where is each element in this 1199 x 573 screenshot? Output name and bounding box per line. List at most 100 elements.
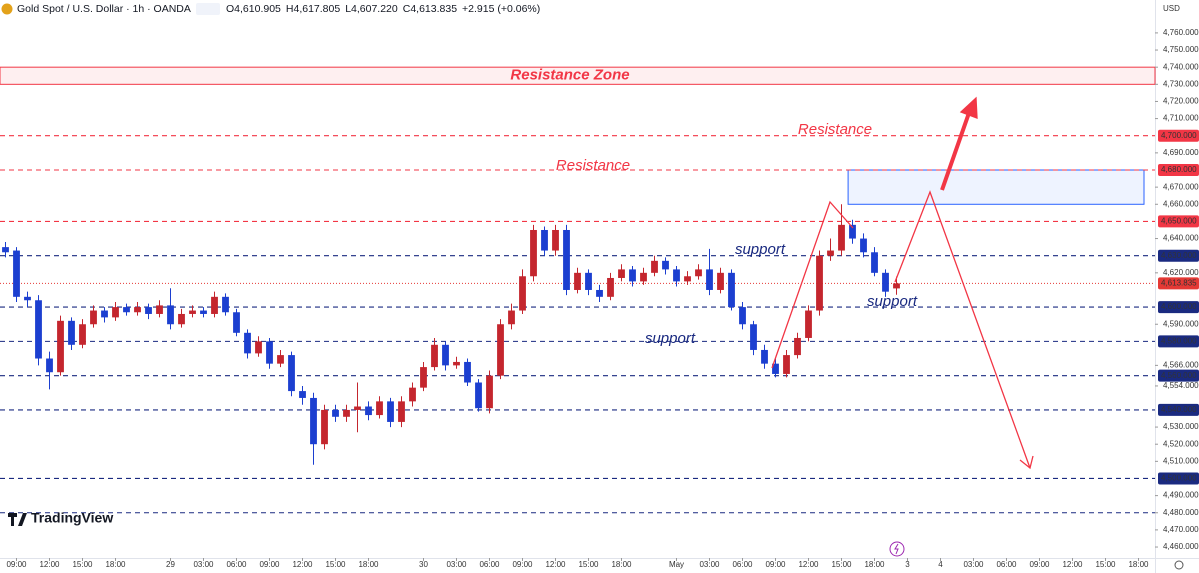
x-tick-label: 12:00 <box>1062 560 1083 569</box>
candle-body <box>750 324 757 350</box>
candle-body <box>706 269 713 290</box>
header-button[interactable] <box>196 3 220 15</box>
arrow-head <box>1019 455 1034 470</box>
y-tick-label: 4,670.000 <box>1163 182 1199 191</box>
y-tick-label: 4,750.000 <box>1163 45 1199 54</box>
level-label-box <box>1158 335 1199 348</box>
candle-body <box>288 355 295 392</box>
x-tick-label: 09:00 <box>512 560 533 569</box>
price-label: 4,613.835 <box>1161 279 1197 288</box>
candle-body <box>519 276 526 311</box>
candle-body <box>541 229 548 251</box>
y-tick-label: 4,760.000 <box>1163 28 1199 37</box>
zone-label: Resistance Zone <box>510 67 629 84</box>
candle-body <box>794 337 801 356</box>
candle-body <box>827 250 834 256</box>
y-tick-label: 4,480.000 <box>1163 508 1199 517</box>
candle-body <box>222 296 229 313</box>
candle-body <box>673 269 680 282</box>
ohlc-value: C4,613.835 <box>403 3 457 15</box>
y-tick-label: 4,470.000 <box>1163 525 1199 534</box>
x-tick-label: 18:00 <box>611 560 632 569</box>
level-label-box <box>1158 215 1199 228</box>
candle-body <box>530 229 537 277</box>
level-label: 4,540.000 <box>1161 405 1197 414</box>
candle-body <box>783 355 790 374</box>
settings-icon[interactable] <box>1174 560 1184 570</box>
candle-body <box>442 344 449 366</box>
big-arrow <box>940 109 972 191</box>
candle-body <box>607 277 614 297</box>
candle-body <box>68 320 75 345</box>
candle-body <box>332 409 339 417</box>
x-tick-label: 09:00 <box>765 560 786 569</box>
candle-body <box>112 307 119 318</box>
candle-body <box>563 229 570 290</box>
candle-body <box>200 310 207 314</box>
level-label-box <box>1158 301 1199 314</box>
candle-body <box>464 361 471 383</box>
ohlc-value: O4,610.905 <box>226 3 281 15</box>
level-label-box <box>1158 472 1199 485</box>
x-tick-label: 06:00 <box>479 560 500 569</box>
x-tick-label: 09:00 <box>1029 560 1050 569</box>
x-tick-label: 12:00 <box>292 560 313 569</box>
y-tick-label: 4,660.000 <box>1163 199 1199 208</box>
candle-body <box>882 272 889 292</box>
big-arrow-head <box>959 96 978 119</box>
zone <box>847 169 1145 205</box>
x-tick-label: 03:00 <box>963 560 984 569</box>
candle-body <box>233 312 240 333</box>
annotation: support <box>867 293 918 310</box>
x-tick-label: 03:00 <box>699 560 720 569</box>
y-tick-label: 4,740.000 <box>1163 62 1199 71</box>
x-tick-label: 30 <box>419 560 428 569</box>
candle-body <box>35 300 42 359</box>
candle-body <box>167 305 174 325</box>
level-label-box <box>1158 369 1199 382</box>
candle-body <box>431 344 438 368</box>
candle-body <box>321 409 328 445</box>
x-tick-label: 12:00 <box>545 560 566 569</box>
annotation: Resistance <box>556 157 630 174</box>
x-tick-label: 06:00 <box>226 560 247 569</box>
y-tick-label: 4,460.000 <box>1163 542 1199 551</box>
y-tick-label: 4,566.000 <box>1163 360 1199 369</box>
x-tick-label: 06:00 <box>732 560 753 569</box>
price-label-box <box>1158 277 1199 290</box>
y-tick-label: 4,554.000 <box>1163 381 1199 390</box>
x-tick-label: 12:00 <box>798 560 819 569</box>
x-tick-label: 18:00 <box>105 560 126 569</box>
brand: TradingView <box>31 510 113 526</box>
candle-body <box>574 272 581 290</box>
y-tick-label: 4,720.000 <box>1163 97 1199 106</box>
x-tick-label: 3 <box>905 560 910 569</box>
candle-body <box>145 307 152 314</box>
level-label-box <box>1158 403 1199 416</box>
y-tick-label: 4,520.000 <box>1163 439 1199 448</box>
candle-body <box>178 313 185 325</box>
plot: Resistance Zone 4,760.000 4,750.000 4,740.0… <box>0 28 1199 569</box>
x-tick-label: 09:00 <box>259 560 280 569</box>
x-tick-label: 15:00 <box>831 560 852 569</box>
candle-body <box>299 391 306 398</box>
level-label: 4,600.000 <box>1161 302 1197 311</box>
level-label-box <box>1158 164 1199 177</box>
y-tick-label: 4,640.000 <box>1163 234 1199 243</box>
x-tick-label: 29 <box>166 560 175 569</box>
candle-body <box>497 324 504 376</box>
candle-body <box>651 260 658 273</box>
y-tick-label: 4,490.000 <box>1163 491 1199 500</box>
candle-body <box>398 401 405 422</box>
candle-body <box>255 341 262 354</box>
y-tick-label: 4,590.000 <box>1163 319 1199 328</box>
x-tick-label: 18:00 <box>358 560 379 569</box>
annotation: support <box>645 330 696 347</box>
candle-body <box>849 224 856 239</box>
level-label: 4,680.000 <box>1161 165 1197 174</box>
event-icon[interactable] <box>889 541 905 557</box>
y-tick-label: 4,690.000 <box>1163 148 1199 157</box>
candle-body <box>486 375 493 409</box>
level-label: 4,630.000 <box>1161 251 1197 260</box>
x-tick-label: 06:00 <box>996 560 1017 569</box>
